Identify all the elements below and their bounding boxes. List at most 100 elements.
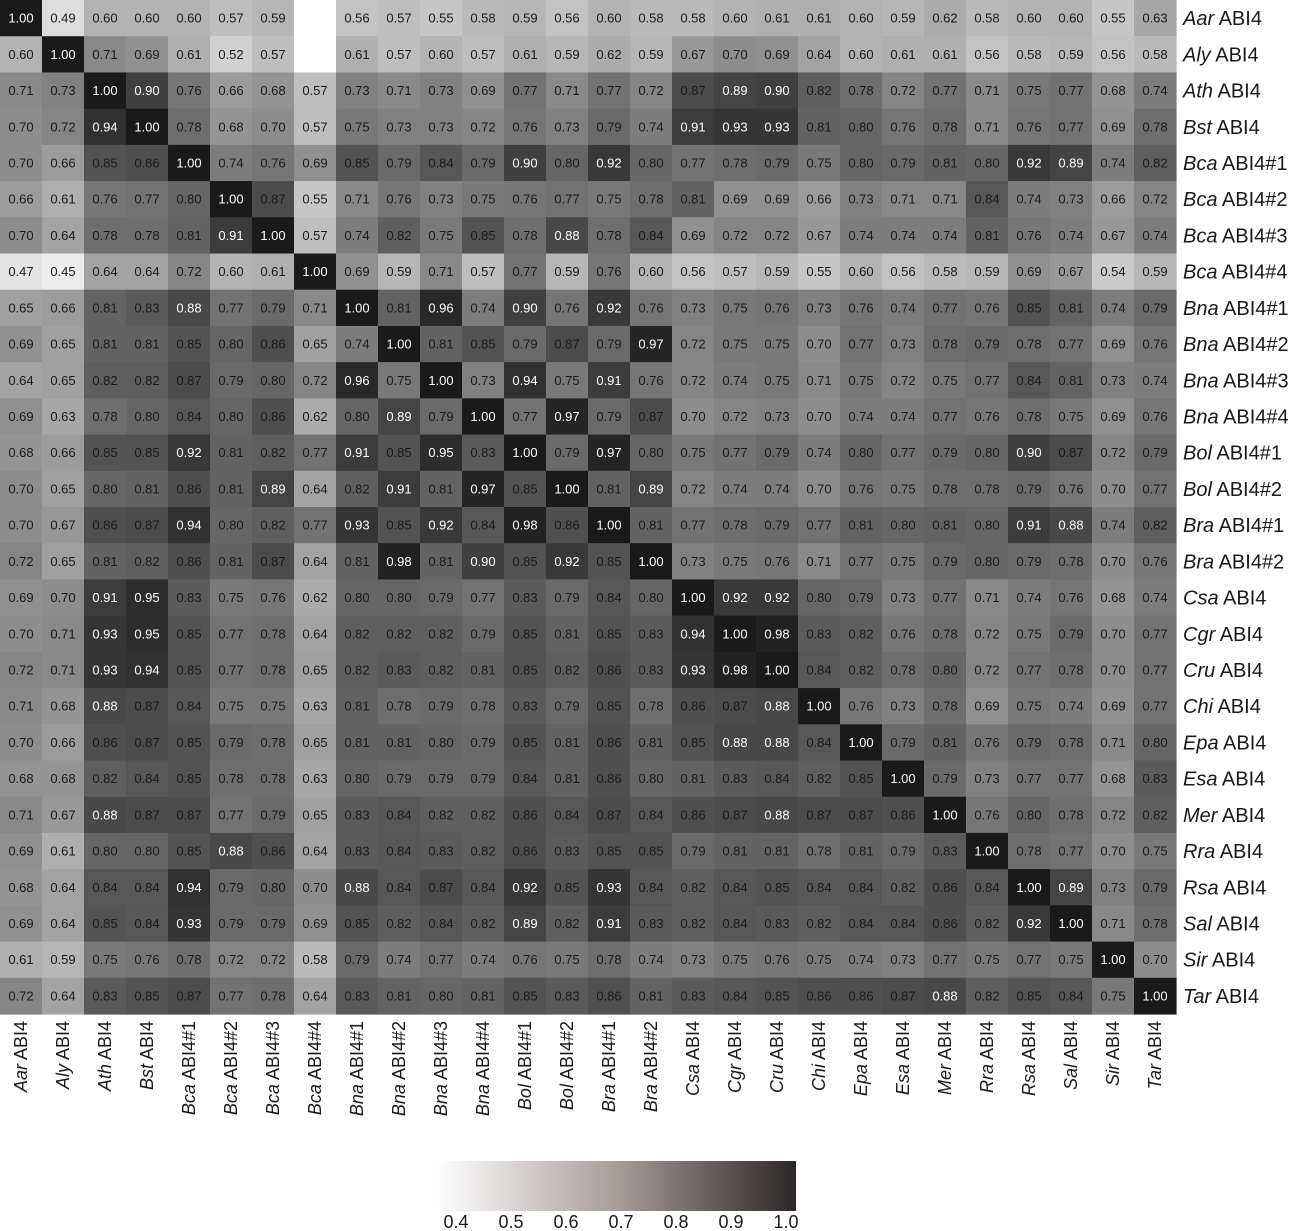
- cell-value-label: 0.58: [974, 11, 999, 26]
- cell-value-label: 0.65: [50, 554, 75, 569]
- cell-value-label: 0.69: [1100, 337, 1125, 352]
- cell-value-label: 0.79: [428, 771, 453, 786]
- heatmap-cell: [798, 0, 841, 37]
- heatmap-cell: [1008, 362, 1051, 399]
- cell-value-label: 0.59: [554, 47, 579, 62]
- heatmap-cell: [84, 796, 127, 834]
- cell-value-label: 0.77: [1058, 337, 1083, 352]
- cell-value-label: 0.55: [1100, 11, 1125, 26]
- heatmap-cell: [1134, 0, 1177, 37]
- cell-value-label: 0.73: [428, 192, 453, 207]
- heatmap-cell: [504, 470, 547, 508]
- heatmap-cell: [924, 615, 967, 653]
- heatmap-cell: [882, 507, 925, 544]
- heatmap-cell: [882, 289, 925, 327]
- heatmap-cell: [798, 181, 841, 218]
- cell-value-label: 0.65: [8, 300, 33, 315]
- heatmap-cell: [420, 36, 463, 74]
- cell-value-label: 0.76: [974, 807, 999, 822]
- heatmap-cell: [378, 760, 421, 798]
- cell-value-label: 0.84: [596, 590, 621, 605]
- heatmap-cell: [840, 941, 883, 979]
- cell-value-label: 0.79: [554, 445, 579, 460]
- cell-value-label: 0.76: [848, 300, 873, 315]
- heatmap-cell: [1134, 579, 1177, 617]
- cell-value-label: 0.80: [260, 880, 285, 895]
- heatmap-cell: [336, 977, 379, 1015]
- cell-value-label: 0.85: [176, 844, 201, 859]
- heatmap-cell: [924, 470, 967, 508]
- heatmap-cell: [882, 253, 925, 291]
- heatmap-cell: [966, 796, 1009, 834]
- row-label-gene: ABI4#1: [1214, 515, 1284, 537]
- cell-value-label: 0.87: [176, 373, 201, 388]
- cell-value-label: 0.57: [260, 47, 285, 62]
- cell-value-label: 0.97: [470, 481, 495, 496]
- heatmap-cell: [798, 362, 841, 399]
- heatmap-cell: [546, 289, 589, 327]
- heatmap-cell: [546, 36, 589, 74]
- cell-value-label: 0.75: [680, 445, 705, 460]
- cell-value-label: 0.83: [176, 590, 201, 605]
- cell-value-label: 0.60: [1058, 11, 1083, 26]
- heatmap-cell: [504, 507, 547, 544]
- cell-value-label: 0.71: [8, 83, 33, 98]
- heatmap-cell: [126, 941, 169, 979]
- column-label: Bna ABI4#2: [389, 1021, 409, 1116]
- heatmap-cell: [42, 651, 85, 689]
- cell-value-label: 0.74: [1100, 518, 1125, 533]
- column-label-species: Bna: [347, 1084, 367, 1116]
- cell-value-label: 0.88: [92, 699, 117, 714]
- column-label-gene: ABI4#4: [473, 1021, 493, 1084]
- row-label-gene: ABI4: [1212, 913, 1260, 935]
- heatmap-cell: [252, 905, 295, 943]
- heatmap-cell: [420, 108, 463, 146]
- heatmap-cell: [336, 941, 379, 979]
- heatmap-cell: [42, 108, 85, 146]
- cell-value-label: 0.75: [764, 373, 789, 388]
- cell-value-label: 0.64: [302, 481, 327, 496]
- heatmap-cell: [42, 434, 85, 472]
- cell-value-label: 0.88: [176, 300, 201, 315]
- cell-value-label: 0.70: [806, 481, 831, 496]
- column-label-species: Chi: [809, 1063, 829, 1091]
- heatmap-cell: [294, 0, 337, 37]
- heatmap-cell: [42, 217, 85, 255]
- heatmap-cell: [252, 977, 295, 1015]
- row-label-gene: ABI4#2: [1217, 189, 1287, 211]
- cell-value-label: 0.80: [848, 119, 873, 134]
- heatmap-cell: [504, 72, 547, 110]
- heatmap-cell: [504, 941, 547, 979]
- heatmap-cell: [966, 217, 1009, 255]
- cell-value-label: 0.84: [554, 807, 579, 822]
- colorbar: 0.4 0.5 0.6 0.7 0.8 0.9 1.0: [436, 1161, 799, 1231]
- cell-value-label: 0.61: [764, 11, 789, 26]
- heatmap-cell: [924, 144, 967, 182]
- cell-value-label: 0.66: [50, 445, 75, 460]
- heatmap-cell: [1092, 651, 1135, 689]
- row-label: Bca ABI4#2: [1183, 189, 1288, 211]
- cell-value-label: 0.75: [218, 590, 243, 605]
- cell-value-label: 0.83: [554, 844, 579, 859]
- heatmap-cell: [336, 36, 379, 74]
- row-label-species: Bst: [1183, 117, 1213, 139]
- heatmap-cell: [84, 289, 127, 327]
- heatmap-cell: [1008, 615, 1051, 653]
- heatmap-cell: [420, 724, 463, 762]
- heatmap-cell: [1092, 832, 1135, 870]
- cell-value-label: 0.83: [512, 699, 537, 714]
- cell-value-label: 0.82: [806, 916, 831, 931]
- colorbar-tick-label: 0.8: [663, 1212, 688, 1231]
- cell-value-label: 0.80: [638, 445, 663, 460]
- row-label-gene: ABI4: [1219, 732, 1267, 754]
- cell-value-label: 0.85: [596, 844, 621, 859]
- heatmap-cell: [1008, 579, 1051, 617]
- heatmap-cell: [966, 470, 1009, 508]
- heatmap-cell: [756, 724, 799, 762]
- cell-value-label: 1.00: [848, 735, 873, 750]
- heatmap-cell: [294, 108, 337, 146]
- cell-value-label: 0.79: [218, 916, 243, 931]
- heatmap-cell: [1092, 434, 1135, 472]
- cell-value-label: 0.86: [554, 518, 579, 533]
